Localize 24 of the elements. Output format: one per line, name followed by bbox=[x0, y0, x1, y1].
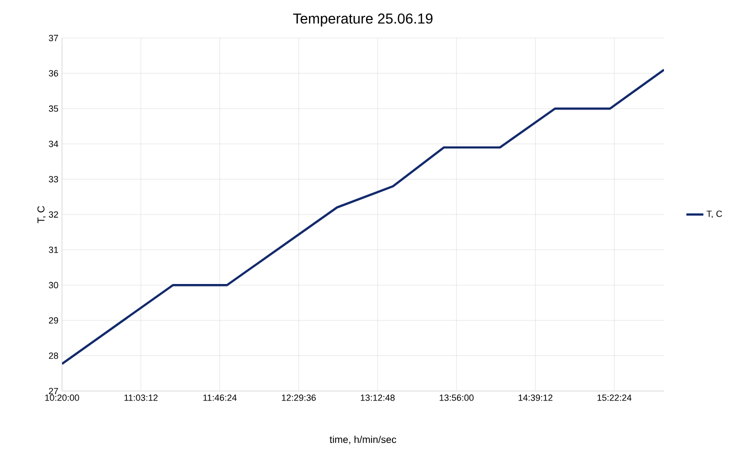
y-tick-label: 28 bbox=[48, 352, 58, 359]
x-tick-label: 15:22:24 bbox=[598, 394, 632, 401]
y-tick-label: 34 bbox=[48, 140, 58, 148]
x-tick-label: 12:29:36 bbox=[282, 394, 316, 401]
y-tick-label: 27 bbox=[48, 388, 58, 394]
chart-title: Temperature 25.06.19 bbox=[293, 14, 432, 27]
x-tick-label: 10:20:00 bbox=[45, 394, 80, 401]
x-tick-label: 11:46:24 bbox=[203, 394, 237, 401]
x-axis-title: time, h/min/sec bbox=[330, 436, 396, 444]
x-tick-label: 13:12:48 bbox=[360, 394, 395, 401]
x-tick-label: 11:03:12 bbox=[124, 394, 158, 401]
y-tick-label: 35 bbox=[48, 105, 58, 112]
y-tick-label: 37 bbox=[48, 34, 58, 42]
y-tick-label: 36 bbox=[48, 70, 58, 76]
y-tick-label: 33 bbox=[48, 176, 58, 182]
x-tick-label: 13:56:00 bbox=[440, 394, 474, 401]
y-axis-title: T, C bbox=[37, 206, 46, 224]
y-tick-label: 32 bbox=[48, 211, 58, 218]
y-tick-label: 29 bbox=[48, 317, 58, 324]
y-tick-label: 30 bbox=[48, 282, 58, 288]
legend-label: T, C bbox=[706, 210, 722, 218]
x-tick-label: 14:39:12 bbox=[518, 394, 552, 401]
y-tick-label: 31 bbox=[48, 246, 58, 253]
line-series bbox=[62, 68, 664, 365]
